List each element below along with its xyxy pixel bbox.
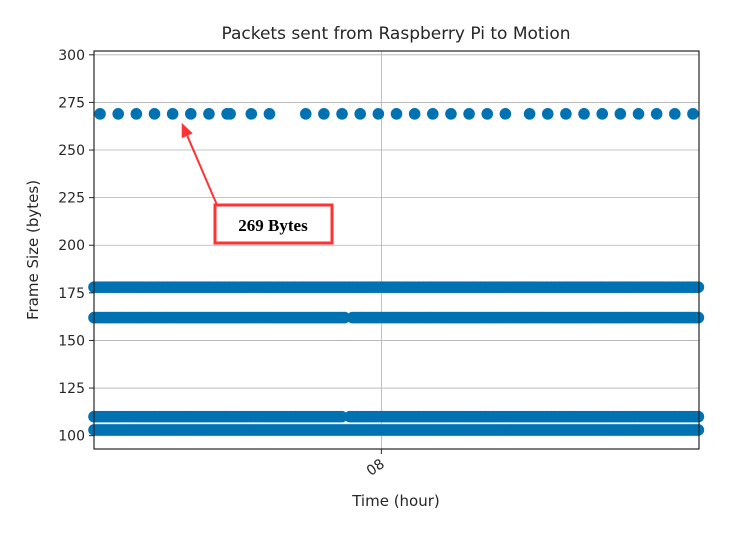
y-tick-label: 125 xyxy=(58,381,85,397)
data-point xyxy=(541,108,554,120)
data-point xyxy=(596,108,608,120)
data-point xyxy=(560,108,572,120)
data-point xyxy=(692,410,705,423)
chart-title: Packets sent from Raspberry Pi to Motion xyxy=(221,24,570,44)
data-point xyxy=(224,108,236,120)
annotation-label: 269 Bytes xyxy=(238,216,308,235)
y-axis-label: Frame Size (bytes) xyxy=(24,180,42,320)
y-tick-label: 200 xyxy=(58,238,85,254)
x-axis-ticks: 08 xyxy=(364,449,388,480)
data-point xyxy=(692,281,705,293)
y-tick-label: 175 xyxy=(58,286,85,302)
data-point xyxy=(390,108,403,120)
y-tick-label: 250 xyxy=(58,143,85,159)
y-axis-ticks: 100 125 150 175 200 225 250 275 300 xyxy=(58,48,94,445)
plot-frame xyxy=(93,50,700,450)
data-point xyxy=(523,108,536,120)
annotation: 269 Bytes xyxy=(181,122,334,245)
data-point xyxy=(481,108,494,120)
y-tick-label: 100 xyxy=(58,429,85,445)
data-point xyxy=(112,108,124,120)
data-point xyxy=(318,108,330,120)
y-tick-label: 275 xyxy=(58,95,85,111)
data-point xyxy=(299,108,312,120)
data-point xyxy=(335,410,348,423)
y-tick-label: 225 xyxy=(58,191,85,207)
data-point xyxy=(692,424,705,436)
data-point xyxy=(692,311,705,324)
x-axis-label: Time (hour) xyxy=(351,492,440,510)
data-point xyxy=(408,108,421,120)
data-point xyxy=(354,108,367,120)
data-point xyxy=(203,108,215,120)
annotation-arrow xyxy=(186,135,218,206)
data-points xyxy=(88,108,705,436)
data-point xyxy=(263,108,276,120)
y-tick-label: 300 xyxy=(58,48,85,64)
data-point xyxy=(687,108,699,120)
data-point xyxy=(94,108,106,120)
data-point xyxy=(338,311,351,324)
data-point xyxy=(632,108,645,120)
data-point xyxy=(245,108,258,120)
data-point xyxy=(130,108,143,120)
data-point xyxy=(372,108,385,120)
data-point xyxy=(499,108,512,120)
annotation-box xyxy=(213,203,334,245)
annotation-arrow-head xyxy=(181,122,193,139)
data-point xyxy=(336,108,348,120)
data-point xyxy=(445,108,457,120)
data-point xyxy=(166,108,179,120)
y-tick-label: 150 xyxy=(58,333,85,349)
data-point xyxy=(614,108,627,120)
data-point xyxy=(578,108,590,120)
data-point xyxy=(650,108,663,120)
data-point xyxy=(463,108,475,120)
x-tick-label: 08 xyxy=(364,456,388,479)
data-point xyxy=(669,108,681,120)
data-point xyxy=(148,108,161,120)
data-point xyxy=(185,108,197,120)
data-point xyxy=(427,108,439,120)
